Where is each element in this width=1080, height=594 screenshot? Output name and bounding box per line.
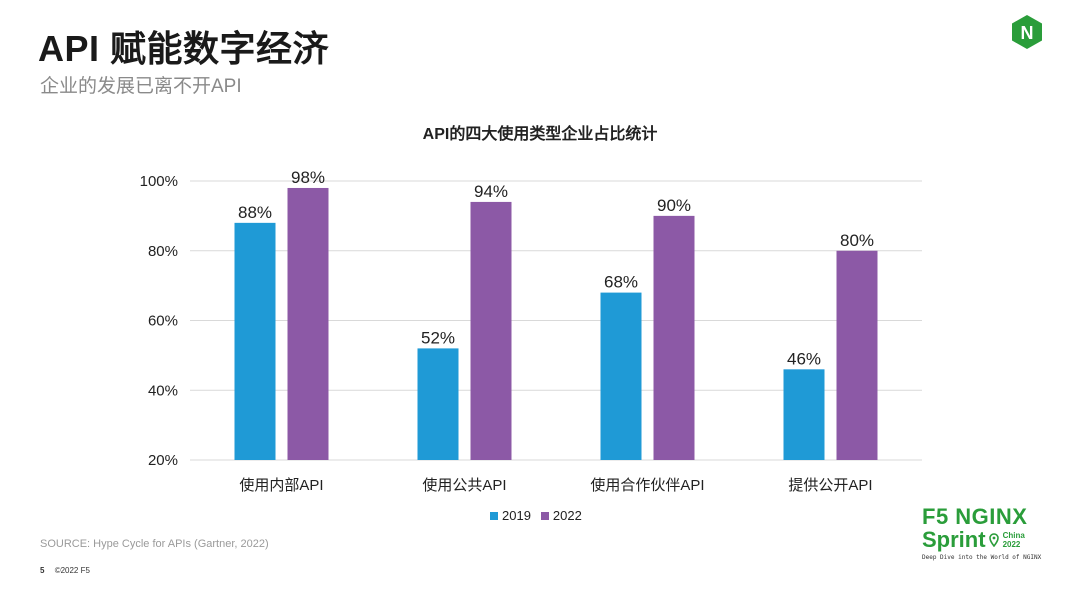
x-tick-label: 使用公共API <box>422 477 506 494</box>
page-subtitle: 企业的发展已离不开API <box>40 76 242 97</box>
event-brand-logo: F5 NGINX Sprint China 2022 Deep Dive int… <box>922 504 1052 562</box>
chart-title: API的四大使用类型企业占比统计 <box>422 126 658 143</box>
bar-2019 <box>783 369 825 460</box>
data-label: 98% <box>291 168 325 187</box>
bar-2019 <box>234 222 276 460</box>
data-label: 68% <box>604 273 638 292</box>
y-tick-label: 60% <box>148 313 178 330</box>
data-label: 88% <box>238 203 272 222</box>
nginx-n-icon: N <box>1012 15 1042 49</box>
legend-label-2022: 2022 <box>552 508 582 523</box>
copyright: ©2022 F5 <box>54 566 90 575</box>
data-label: 52% <box>421 328 455 347</box>
brand-location: China <box>1002 531 1025 540</box>
brand-line2: Sprint <box>922 527 986 552</box>
logo-letter: N <box>1021 23 1034 43</box>
bar-2022 <box>470 201 512 461</box>
y-tick-label: 80% <box>148 243 178 260</box>
legend-swatch-2019 <box>490 511 498 520</box>
brand-tagline: Deep Dive into the World of NGINX <box>922 554 1042 561</box>
location-pin-icon <box>988 533 999 547</box>
bar-2019 <box>417 348 459 460</box>
source-note: SOURCE: Hype Cycle for APIs (Gartner, 20… <box>40 538 269 550</box>
legend-label-2019: 2019 <box>502 508 531 523</box>
legend-swatch-2022 <box>540 511 549 520</box>
data-label: 90% <box>657 196 691 215</box>
data-label: 46% <box>787 349 821 368</box>
brand-location-year: China 2022 <box>1003 531 1025 549</box>
brand-line2-row: Sprint China 2022 <box>922 528 1052 552</box>
brand-line1: F5 NGINX <box>922 504 1028 529</box>
data-label: 94% <box>474 182 508 201</box>
data-label: 80% <box>840 231 874 250</box>
bar-2019 <box>600 292 642 460</box>
legend-item-2022: 2022 <box>540 508 582 523</box>
bar-2022 <box>653 215 695 460</box>
bar-2022 <box>287 187 329 460</box>
y-tick-label: 40% <box>148 382 178 399</box>
bar-2022 <box>836 250 878 460</box>
x-tick-label: 使用合作伙伴API <box>590 477 704 494</box>
x-tick-label: 提供公开API <box>788 477 872 494</box>
brand-year: 2022 <box>1002 540 1021 549</box>
y-tick-label: 20% <box>148 452 178 469</box>
footer: 5 ©2022 F5 <box>40 566 90 575</box>
page-number: 5 <box>40 566 45 575</box>
page-title: API 赋能数字经济 <box>38 28 330 69</box>
chart-legend: 2019 2022 <box>490 508 582 523</box>
y-tick-label: 100% <box>140 173 178 190</box>
x-tick-label: 使用内部API <box>239 477 323 494</box>
legend-item-2019: 2019 <box>490 508 531 523</box>
